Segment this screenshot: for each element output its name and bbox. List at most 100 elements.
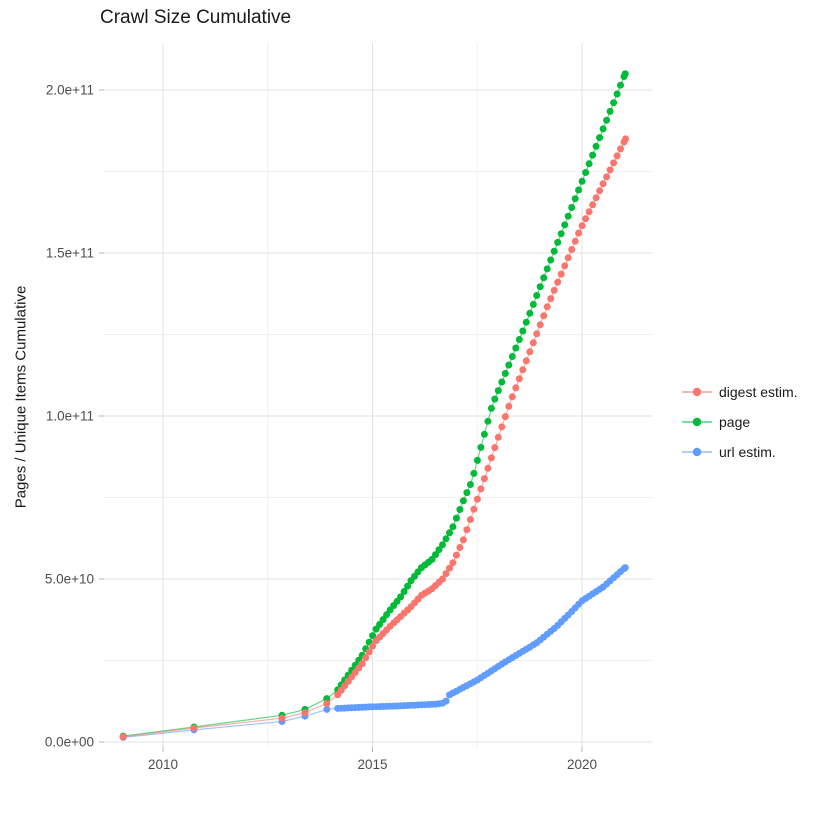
data-point <box>400 588 408 595</box>
data-point <box>484 417 492 425</box>
data-point <box>554 278 562 286</box>
data-point <box>466 481 474 488</box>
data-point <box>383 611 391 619</box>
data-point <box>498 378 506 386</box>
data-point <box>512 344 520 352</box>
data-point <box>564 254 572 262</box>
data-point <box>515 336 523 343</box>
data-point <box>397 593 405 601</box>
data-point <box>522 318 530 326</box>
data-point <box>442 570 450 578</box>
data-point <box>456 544 464 551</box>
data-point <box>596 134 604 142</box>
data-point <box>442 535 450 543</box>
axis-ticks-and-labels: 2010 2015 2020 0.0e+00 5.0e+10 1.0e+11 1.5e+11… <box>45 83 597 773</box>
data-point <box>473 456 481 464</box>
data-point <box>610 159 618 167</box>
data-point <box>529 300 537 308</box>
data-point <box>578 177 586 185</box>
data-point <box>526 348 534 356</box>
data-point <box>592 194 600 202</box>
data-point <box>494 433 502 441</box>
data-point <box>519 366 527 374</box>
legend-label-digest-estim: digest estim. <box>719 384 798 400</box>
data-point <box>519 327 527 335</box>
data-point <box>301 709 309 717</box>
data-point <box>547 256 555 264</box>
legend-key-page-icon <box>682 417 712 427</box>
data-point <box>323 705 331 713</box>
data-point <box>550 286 558 294</box>
data-point <box>501 370 509 377</box>
data-point <box>463 489 471 497</box>
data-point <box>452 514 460 522</box>
data-point <box>617 81 624 89</box>
data-point <box>446 564 453 572</box>
legend-key-url-estim-icon <box>682 447 712 457</box>
data-point <box>449 523 457 531</box>
data-point <box>487 404 495 412</box>
legend-item-digest-estim: digest estim. <box>681 377 798 407</box>
legend: digest estim. page url estim. <box>681 377 798 467</box>
data-point <box>190 724 198 732</box>
data-point <box>369 632 377 640</box>
data-point <box>550 247 558 255</box>
data-point <box>557 230 565 238</box>
data-point <box>582 215 590 223</box>
data-point <box>435 546 443 554</box>
series-page <box>119 70 629 740</box>
data-point <box>575 186 583 194</box>
data-point <box>449 559 457 567</box>
data-point <box>477 443 485 451</box>
data-point <box>432 551 439 559</box>
data-point <box>599 125 607 133</box>
data-point <box>459 497 467 505</box>
data-point <box>540 274 548 282</box>
data-point <box>470 505 478 513</box>
data-point <box>621 70 629 78</box>
data-point <box>622 135 630 143</box>
data-point <box>379 616 387 624</box>
data-point <box>564 212 572 220</box>
legend-item-page: page <box>681 407 798 437</box>
data-point <box>439 541 446 549</box>
data-point <box>494 387 502 395</box>
data-point <box>599 180 607 188</box>
data-point <box>376 620 384 628</box>
y-tick-label: 0.0e+00 <box>45 735 94 750</box>
data-point <box>459 536 467 544</box>
series-digest-estim <box>119 135 630 741</box>
data-point <box>621 564 629 572</box>
x-tick-label: 2010 <box>148 757 178 772</box>
data-point <box>491 395 499 403</box>
data-point <box>323 695 331 703</box>
data-point <box>596 187 604 195</box>
data-point <box>613 152 621 160</box>
x-tick-label: 2015 <box>357 757 387 772</box>
legend-key-digest-estim-icon <box>682 387 712 397</box>
data-point <box>278 714 286 722</box>
gridlines-minor <box>104 43 652 747</box>
data-point <box>487 454 495 462</box>
data-point <box>571 237 579 245</box>
data-point <box>505 402 513 410</box>
chart-title: Crawl Size Cumulative <box>100 7 292 28</box>
data-point <box>561 262 569 270</box>
data-point <box>536 321 544 329</box>
data-point <box>585 160 593 168</box>
data-point <box>505 361 513 369</box>
data-point <box>606 166 614 174</box>
data-point <box>484 464 492 472</box>
data-point <box>557 270 565 278</box>
data-point <box>589 201 597 209</box>
data-point <box>578 222 586 230</box>
data-point <box>547 295 555 303</box>
data-point <box>119 733 127 741</box>
data-point <box>404 582 412 590</box>
data-point <box>428 555 436 563</box>
data-point <box>358 660 366 667</box>
data-point <box>533 292 541 299</box>
data-point <box>589 151 597 159</box>
